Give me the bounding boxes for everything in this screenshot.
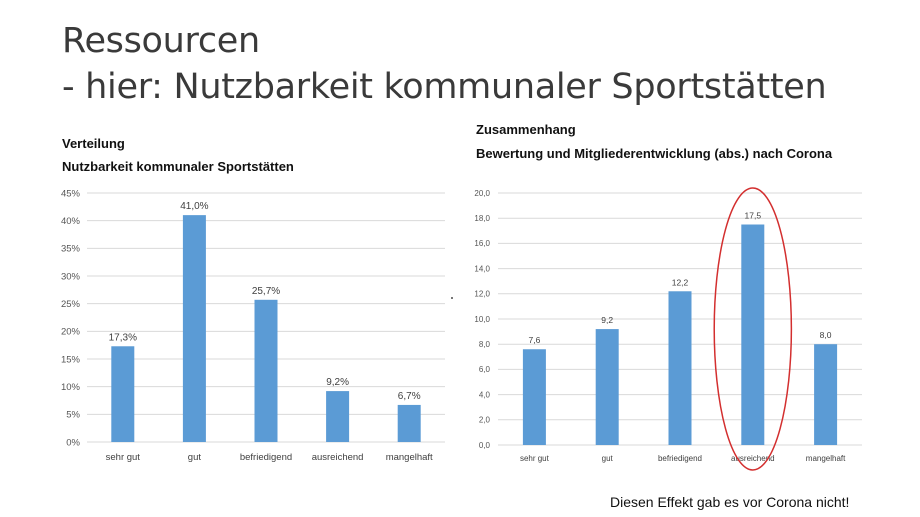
left-chart-y-tick-label: 0% [66,437,80,448]
right-chart-highlight-ellipse [713,187,793,471]
left-chart-data-label: 9,2% [326,377,349,388]
right-chart-category-label: sehr gut [520,454,550,463]
left-chart-data-label: 17,3% [109,332,137,343]
right-chart-data-label: 12,2 [672,277,689,287]
left-chart-y-tick-label: 30% [61,271,81,282]
left-chart-category-label: ausreichend [312,452,364,463]
left-chart-bar-2 [182,215,206,442]
right-chart-y-tick-label: 0,0 [479,441,491,450]
right-chart-header: Zusammenhang Bewertung und Mitgliederent… [476,122,876,161]
left-chart-title: Nutzbarkeit kommunaler Sportstätten [62,159,294,174]
right-chart-bar-3 [668,291,692,445]
left-chart-y-tick-label: 40% [61,216,81,227]
left-chart-category-label: gut [188,452,202,463]
stray-dot [451,297,453,299]
left-chart-header-label: Verteilung [62,136,125,151]
right-chart-header-label: Zusammenhang [476,122,576,137]
right-chart-y-tick-label: 20,0 [474,189,490,198]
right-chart-bar-1 [522,349,546,445]
left-chart-category-label: sehr gut [106,452,141,463]
left-chart-y-tick-label: 35% [61,244,81,255]
right-chart-category-label: befriedigend [658,454,702,463]
left-chart-y-tick-label: 45% [61,188,81,199]
left-chart-y-tick-label: 5% [66,410,80,421]
right-chart-y-tick-label: 18,0 [474,214,490,223]
left-chart-data-label: 6,7% [398,391,421,402]
right-chart-bar-4 [741,224,765,445]
left-chart-y-tick-label: 10% [61,382,81,393]
right-chart-data-label: 9,2 [601,315,613,325]
slide-title-line-1: Ressourcen [62,21,260,61]
left-chart-bar-5 [397,404,421,442]
right-chart-y-tick-label: 2,0 [479,416,491,425]
left-chart-header: Verteilung Nutzbarkeit kommunaler Sports… [62,136,294,175]
right-chart-title: Bewertung und Mitgliederentwicklung (abs… [476,146,833,161]
slide-title-line-2: - hier: Nutzbarkeit kommunaler Sportstät… [62,67,827,107]
left-chart-y-tick-label: 25% [61,299,81,310]
right-chart-category-label: ausreichend [731,454,775,463]
right-chart-y-tick-label: 14,0 [474,264,490,273]
left-chart-y-tick-label: 20% [61,327,81,338]
right-chart-bar-2 [595,329,619,445]
left-chart-y-tick-label: 15% [61,354,81,365]
left-chart-category-label: befriedigend [240,452,292,463]
left-chart-category-label: mangelhaft [386,452,433,463]
right-chart-y-tick-label: 4,0 [479,390,491,399]
right-chart-category-label: gut [602,454,614,463]
slide-title: Ressourcen - hier: Nutzbarkeit kommunale… [62,18,827,110]
right-chart-y-tick-label: 6,0 [479,365,491,374]
right-chart-y-tick-label: 8,0 [479,340,491,349]
right-chart-y-tick-label: 10,0 [474,315,490,324]
left-chart-data-label: 25,7% [252,286,280,297]
effect-note: Diesen Effekt gab es vor Corona nicht! [610,494,850,510]
right-chart-data-label: 8,0 [820,330,832,340]
left-chart-bar-4 [326,391,350,442]
right-chart-category-label: mangelhaft [806,454,846,463]
left-chart-data-label: 41,0% [180,201,208,212]
right-chart-bar-5 [814,344,838,445]
right-chart-data-label: 17,5 [745,211,762,221]
right-chart-y-tick-label: 16,0 [474,239,490,248]
right-chart-y-tick-label: 12,0 [474,290,490,299]
left-chart-bar-1 [111,346,135,442]
left-chart-bar-3 [254,299,278,442]
right-chart-data-label: 7,6 [528,335,540,345]
